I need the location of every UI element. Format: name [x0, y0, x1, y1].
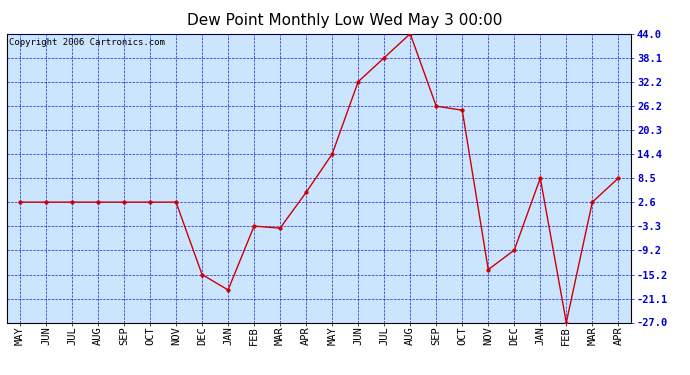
- Text: Dew Point Monthly Low Wed May 3 00:00: Dew Point Monthly Low Wed May 3 00:00: [187, 13, 503, 28]
- Text: Copyright 2006 Cartronics.com: Copyright 2006 Cartronics.com: [9, 38, 165, 47]
